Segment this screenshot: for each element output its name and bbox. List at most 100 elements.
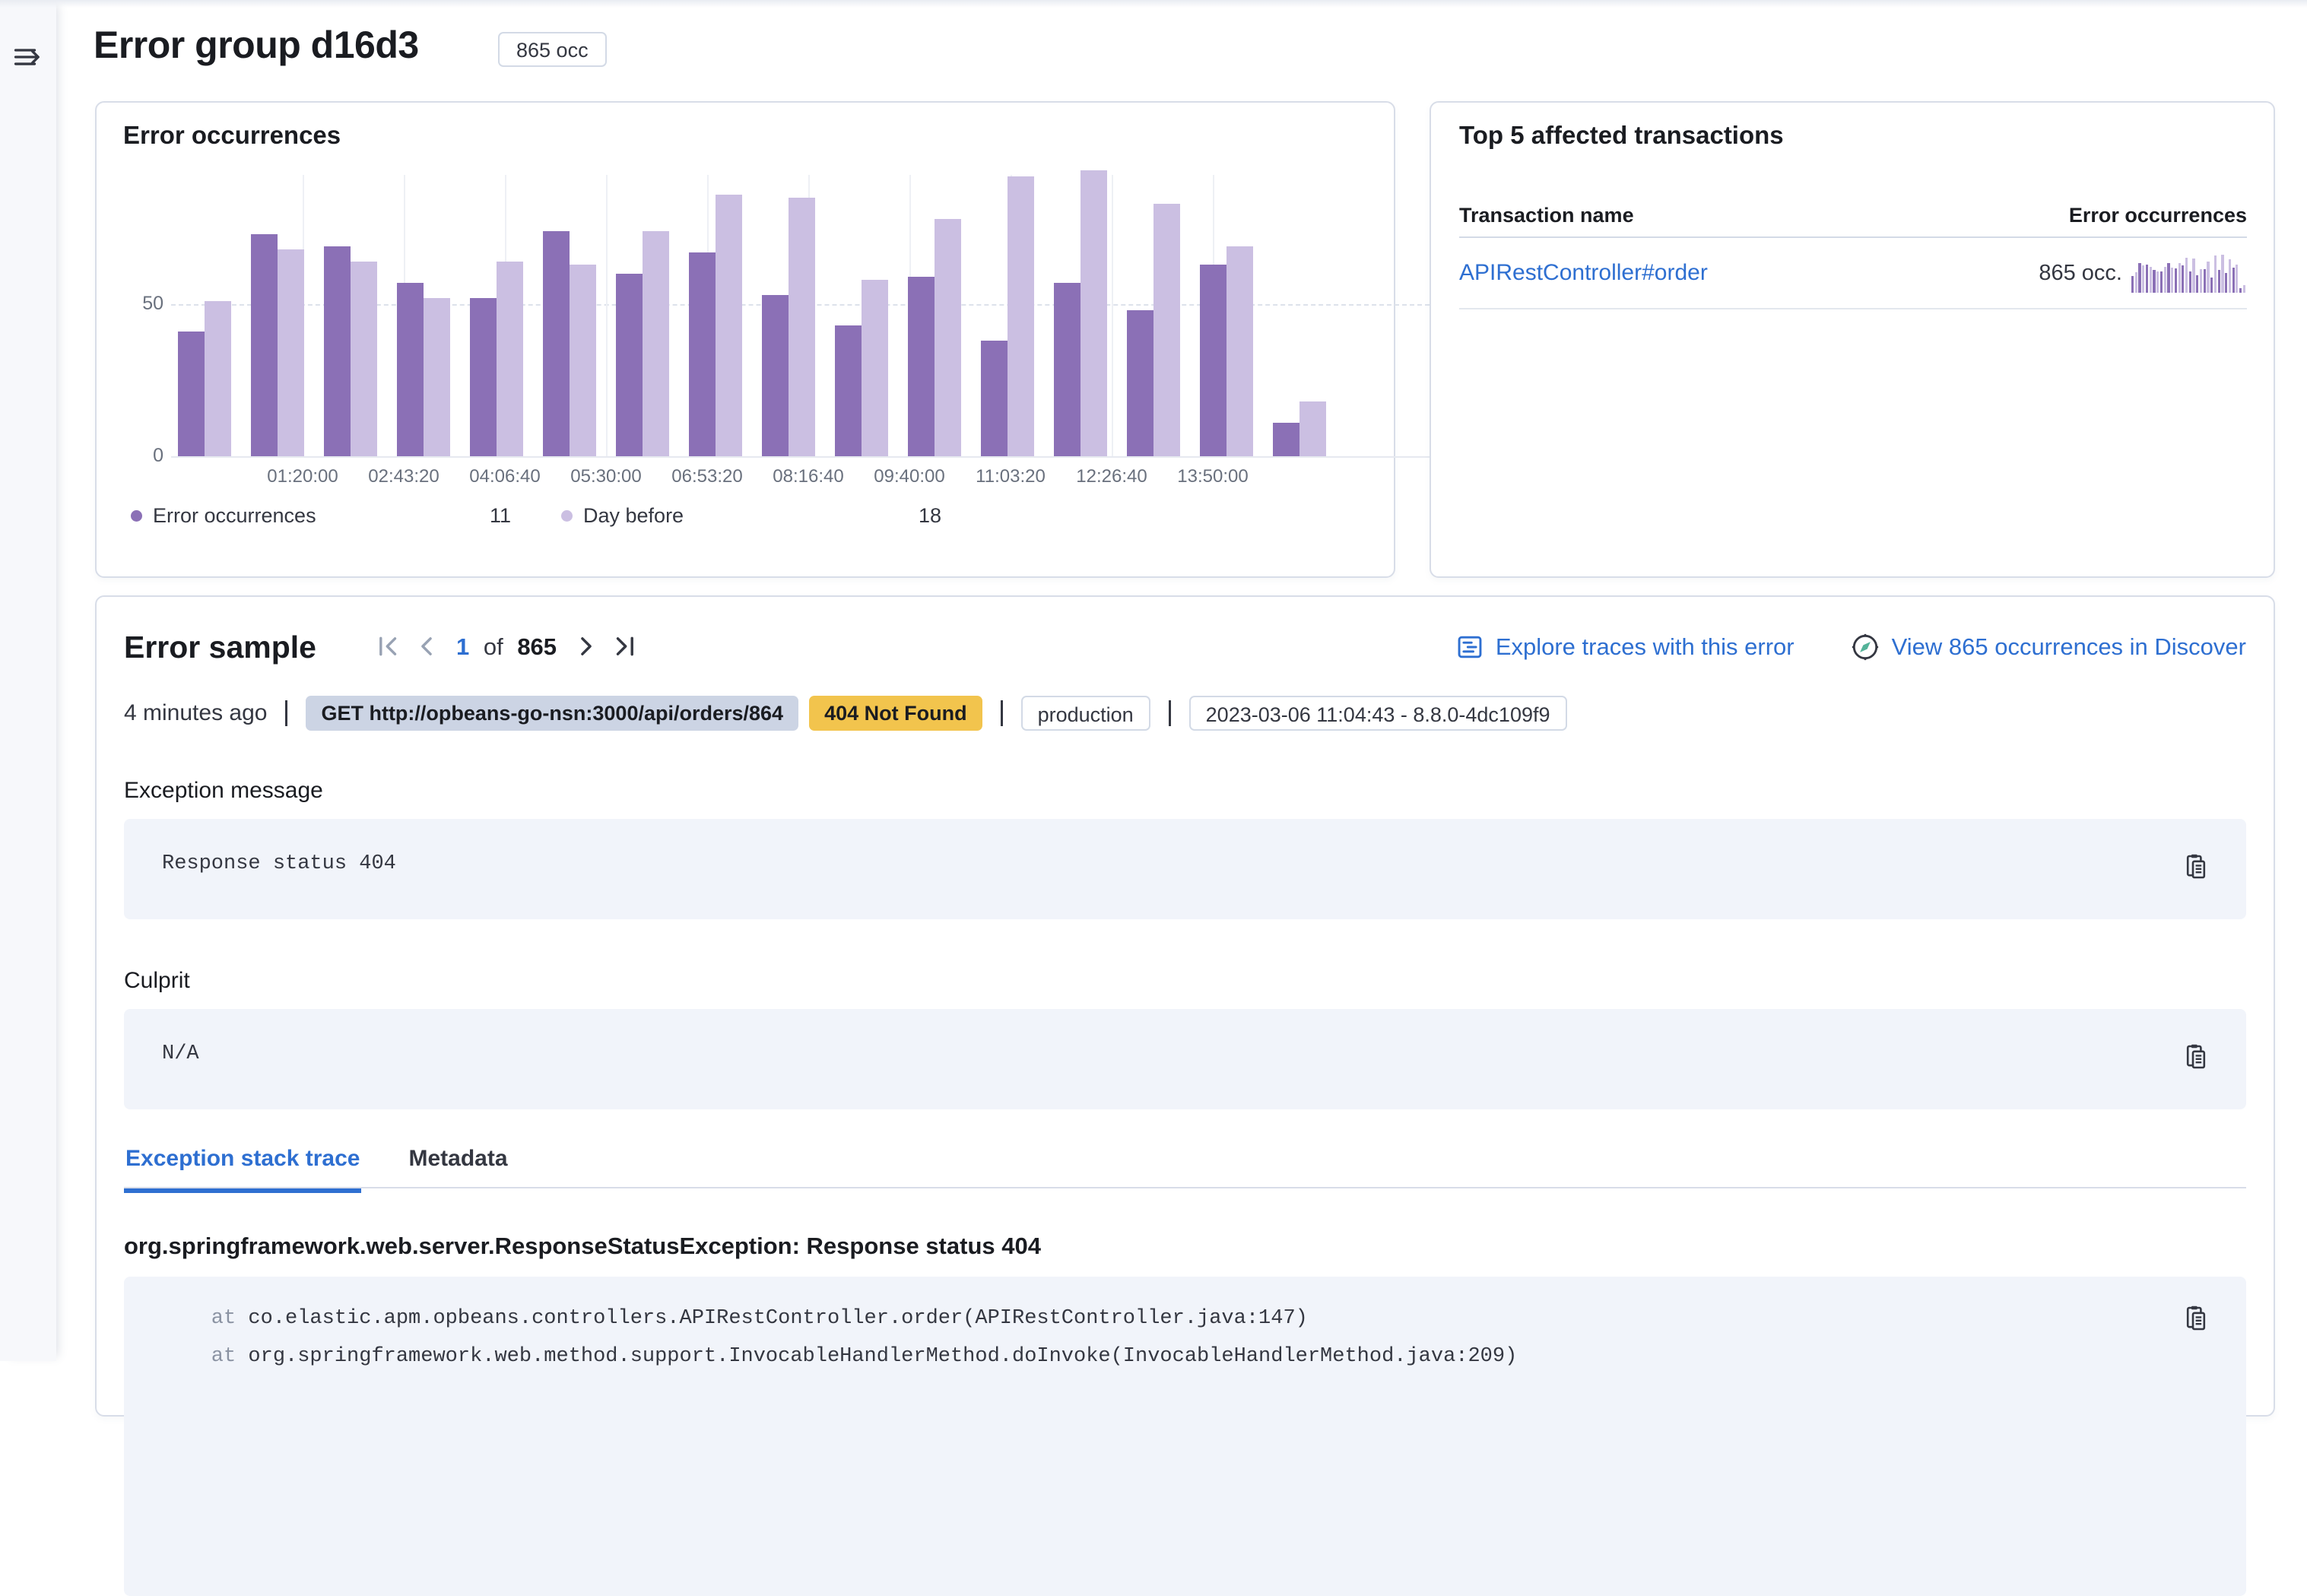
pagination-status: 1 of 865 (456, 633, 557, 661)
sparkline-bar (2196, 275, 2198, 293)
apm-trace-icon (1456, 633, 1484, 661)
bar-day-before (570, 265, 596, 456)
version-badge: 2023-03-06 11:04:43 - 8.8.0-4dc109f9 (1189, 696, 1567, 731)
sparkline-bar (2171, 268, 2173, 293)
timestamp-ago: 4 minutes ago (124, 700, 267, 726)
sparkline-bar (2153, 270, 2155, 293)
previous-page-button[interactable] (408, 632, 446, 662)
error-sample-header: Error sample 1 of 865 (124, 624, 2246, 670)
gridline-vertical (1112, 175, 1113, 456)
bar-day-before (1154, 204, 1180, 456)
discover-compass-icon (1851, 633, 1880, 662)
sparkline-bar (2178, 263, 2181, 293)
sample-header-links: Explore traces with this error View 865 … (1400, 633, 2246, 662)
top-transactions-panel: Top 5 affected transactions Transaction … (1430, 101, 2275, 578)
arrow-end-icon (611, 633, 637, 659)
page-title: Error group d16d3 (94, 23, 419, 67)
stack-frames: at co.elastic.apm.opbeans.controllers.AP… (162, 1299, 2208, 1375)
view-in-discover-label: View 865 occurrences in Discover (1892, 633, 2246, 661)
bar-day-before (862, 280, 888, 456)
bar-day-before (1008, 176, 1034, 456)
bar-error-occurrences (908, 277, 935, 456)
sparkline-bar (2192, 259, 2194, 293)
stack-trace-block: at co.elastic.apm.opbeans.controllers.AP… (124, 1277, 2246, 1596)
chevron-right-icon (573, 633, 599, 659)
tab-metadata[interactable]: Metadata (407, 1146, 509, 1187)
transactions-table-header: Transaction name Error occurrences (1459, 194, 2247, 238)
first-page-button[interactable] (370, 632, 408, 662)
sparkline-bar (2182, 265, 2184, 293)
occurrences-cell: 865 occ. (2039, 253, 2247, 293)
sparkline-bar (2131, 276, 2134, 293)
copy-culprit-button[interactable] (2182, 1042, 2210, 1073)
collapsed-nav-rail (0, 0, 56, 1361)
sparkline-bar (2204, 269, 2206, 293)
sparkline-bar (2239, 288, 2242, 293)
bar-error-occurrences (1273, 423, 1299, 456)
bar-day-before (643, 231, 669, 456)
total-pages: 865 (517, 633, 557, 660)
x-axis-labels: 01:20:0002:43:2004:06:4005:30:0006:53:20… (97, 466, 1397, 490)
next-page-button[interactable] (567, 632, 605, 662)
sparkline-bar (2156, 271, 2159, 293)
occurrences-badge: 865 occ (498, 32, 607, 67)
tab-exception-stack-trace[interactable]: Exception stack trace (124, 1146, 361, 1187)
sparkline-bar (2135, 272, 2137, 293)
legend-dot-current (131, 510, 142, 522)
bar-error-occurrences (1127, 310, 1154, 456)
copy-stack-trace-button[interactable] (2182, 1304, 2210, 1334)
stack-frame-line: at co.elastic.apm.opbeans.controllers.AP… (162, 1299, 2208, 1337)
sparkline-bar (2175, 268, 2177, 293)
col-transaction-name: Transaction name (1459, 204, 1634, 227)
copy-exception-message-button[interactable] (2182, 852, 2210, 883)
sparkline-bar (2218, 270, 2220, 293)
error-sample-title: Error sample (124, 630, 316, 665)
error-sample-panel: Error sample 1 of 865 (95, 595, 2275, 1417)
legend-label: Error occurrences (153, 504, 316, 528)
bar-day-before (351, 262, 377, 456)
bar-error-occurrences (981, 341, 1008, 456)
legend-item-day-before[interactable]: Day before 18 (561, 504, 941, 528)
occurrences-sparkline (2131, 253, 2247, 293)
sparkline-bar (2229, 259, 2231, 293)
transactions-panel-title: Top 5 affected transactions (1459, 121, 1784, 150)
bar-error-occurrences (1200, 265, 1226, 456)
sparkline-bar (2221, 255, 2223, 293)
sample-meta-row: 4 minutes ago GET http://opbeans-go-nsn:… (124, 696, 2246, 731)
bar-error-occurrences (835, 325, 862, 456)
exception-message-block: Response status 404 (124, 819, 2246, 919)
bar-day-before (424, 298, 450, 456)
bar-error-occurrences (1054, 283, 1081, 456)
transaction-link[interactable]: APIRestController#order (1459, 260, 1708, 286)
legend-label: Day before (583, 504, 684, 528)
environment-badge: production (1021, 696, 1150, 731)
bar-day-before (497, 262, 523, 456)
explore-traces-link[interactable]: Explore traces with this error (1456, 633, 1795, 661)
table-row: APIRestController#order 865 occ. (1459, 238, 2247, 309)
bar-error-occurrences (324, 246, 351, 456)
sample-tabs: Exception stack trace Metadata (124, 1146, 2246, 1188)
last-page-button[interactable] (605, 632, 643, 662)
bar-day-before (205, 301, 231, 456)
separator (285, 700, 287, 726)
chart-legend: Error occurrences 11 Day before 18 (131, 504, 992, 528)
sparkline-bar (2207, 262, 2209, 293)
legend-dot-day-before (561, 510, 573, 522)
header-shadow (0, 0, 2307, 8)
explore-traces-label: Explore traces with this error (1496, 633, 1795, 661)
bar-error-occurrences (689, 252, 716, 456)
copy-clipboard-icon (2184, 1043, 2208, 1071)
expand-menu-button[interactable] (11, 41, 43, 73)
y-tick-0: 0 (118, 445, 163, 467)
separator (1001, 700, 1003, 726)
bar-error-occurrences (762, 295, 789, 456)
y-tick-50: 50 (118, 293, 163, 315)
of-label: of (484, 633, 503, 660)
error-occurrences-chart (171, 170, 1357, 456)
legend-item-error-occurrences[interactable]: Error occurrences 11 (131, 504, 511, 528)
exception-message-value: Response status 404 (162, 852, 396, 875)
exception-heading: org.springframework.web.server.ResponseS… (124, 1233, 2246, 1260)
status-badge: 404 Not Found (809, 696, 982, 731)
legend-value: 18 (919, 504, 941, 528)
view-in-discover-link[interactable]: View 865 occurrences in Discover (1851, 633, 2246, 662)
